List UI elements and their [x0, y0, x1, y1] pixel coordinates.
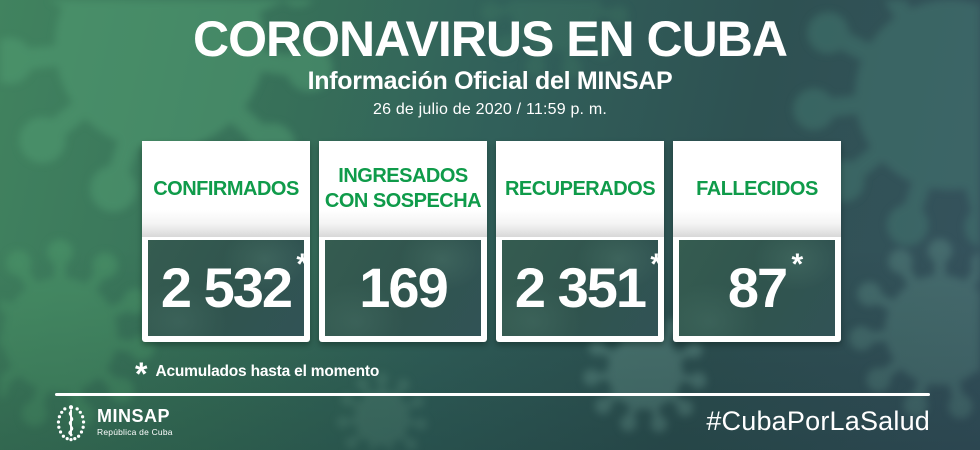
header: CORONAVIRUS EN CUBA Información Oficial … [0, 14, 980, 119]
card-confirmados: CONFIRMADOS 2 532 * [142, 141, 310, 342]
card-recuperados-value: 2 351 [514, 256, 647, 319]
stat-cards: CONFIRMADOS 2 532 * INGRESADOS CON SOSPE… [142, 141, 841, 342]
card-confirmados-label: CONFIRMADOS [142, 141, 310, 237]
brand-name: MINSAP [97, 406, 171, 426]
card-confirmados-asterisk: * [296, 248, 309, 281]
footnote-text: Acumulados hasta el momento [155, 363, 380, 380]
brand-text: MINSAP República de Cuba [97, 407, 173, 437]
card-ingresados-number-wrap: 169 [359, 260, 448, 316]
hashtag: #CubaPorLaSalud [706, 406, 930, 436]
report-date: 26 de julio de 2020 / 11:59 p. m. [372, 101, 608, 118]
card-ingresados-label: INGRESADOS CON SOSPECHA [319, 141, 487, 237]
card-fallecidos-number-wrap: 87 * [728, 250, 803, 316]
page-subtitle: Información Oficial del MINSAP [307, 67, 673, 95]
minsap-emblem-icon [56, 405, 86, 442]
card-fallecidos-asterisk: * [791, 248, 804, 281]
brand-tagline: República de Cuba [97, 427, 173, 437]
minsap-logo: MINSAP República de Cuba [52, 401, 173, 443]
card-confirmados-value: 2 532 [160, 256, 293, 319]
card-ingresados-value: 169 [359, 256, 448, 319]
footnote: * Acumulados hasta el momento [135, 356, 380, 392]
card-fallecidos-panel: 87 * [679, 240, 835, 336]
card-recuperados-label: RECUPERADOS [496, 141, 664, 237]
card-recuperados: RECUPERADOS 2 351 * [496, 141, 664, 342]
card-recuperados-asterisk: * [650, 248, 663, 281]
bottom-divider-line [55, 393, 930, 396]
card-recuperados-number-wrap: 2 351 * [515, 250, 662, 316]
page-title: CORONAVIRUS EN CUBA [193, 11, 788, 67]
card-fallecidos: FALLECIDOS 87 * [673, 141, 841, 342]
footnote-asterisk-icon: * [135, 356, 148, 392]
card-recuperados-panel: 2 351 * [502, 240, 662, 336]
card-fallecidos-value: 87 [727, 256, 788, 319]
card-confirmados-number-wrap: 2 532 * [161, 250, 308, 316]
card-confirmados-panel: 2 532 * [148, 240, 308, 336]
card-ingresados-panel: 169 [325, 240, 481, 336]
card-ingresados: INGRESADOS CON SOSPECHA 169 [319, 141, 487, 342]
card-fallecidos-label: FALLECIDOS [673, 141, 841, 237]
